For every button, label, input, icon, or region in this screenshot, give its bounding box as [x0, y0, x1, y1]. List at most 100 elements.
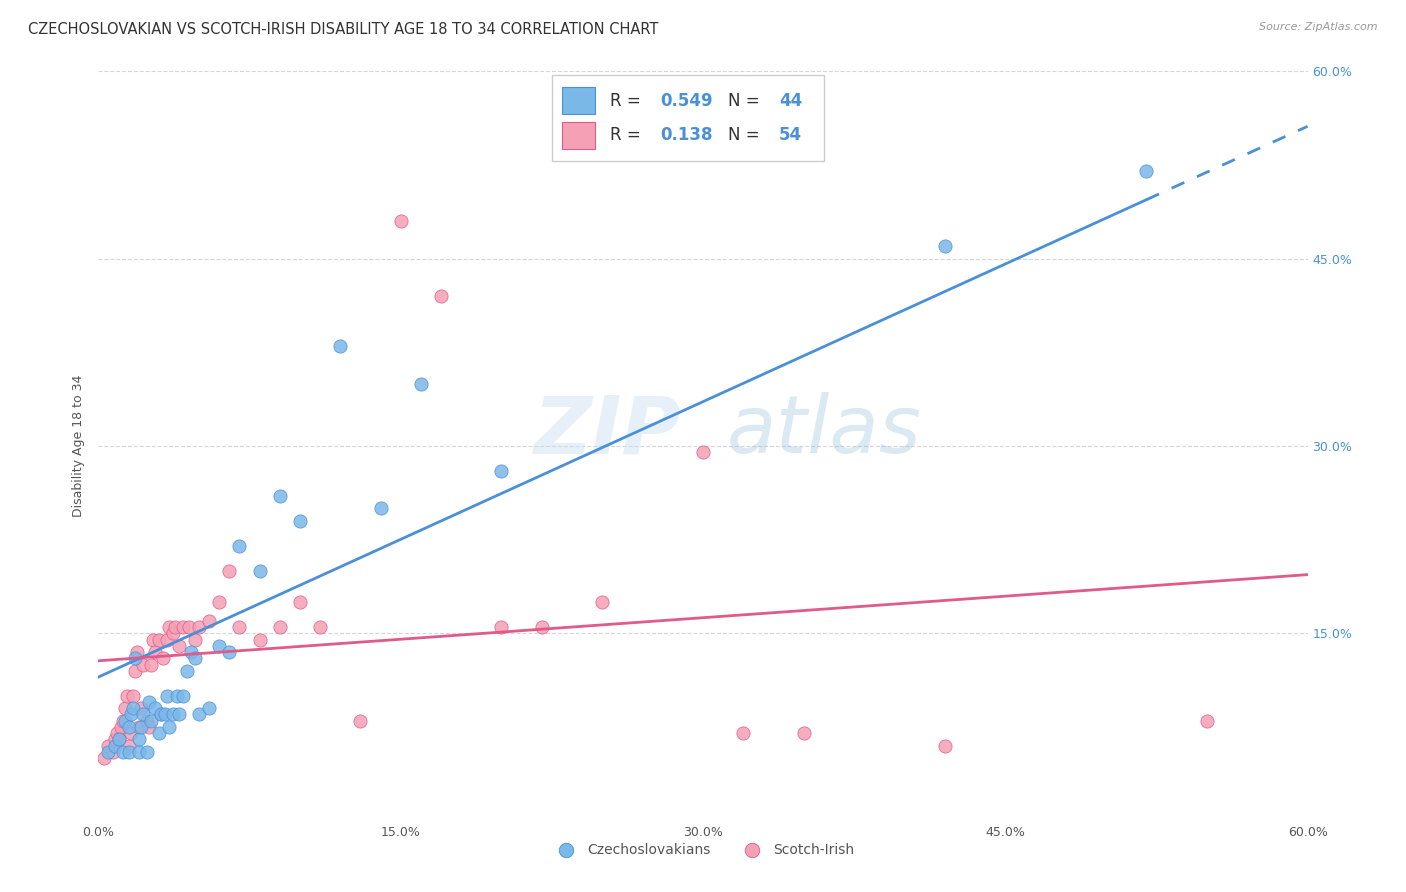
Point	[167, 639, 190, 653]
Point	[180, 645, 202, 659]
Point	[692, 445, 714, 459]
Point	[118, 720, 141, 734]
Point	[1135, 164, 1157, 178]
Point	[121, 701, 143, 715]
Point	[143, 701, 166, 715]
Point	[184, 632, 207, 647]
Point	[97, 739, 120, 753]
Text: CZECHOSLOVAKIAN VS SCOTCH-IRISH DISABILITY AGE 18 TO 34 CORRELATION CHART: CZECHOSLOVAKIAN VS SCOTCH-IRISH DISABILI…	[28, 22, 658, 37]
Text: N =: N =	[728, 92, 765, 110]
Point	[129, 720, 152, 734]
Bar	[561, 121, 595, 149]
Point	[135, 714, 157, 728]
Text: ZIP: ZIP	[533, 392, 681, 470]
Point	[148, 632, 170, 647]
Point	[138, 695, 160, 709]
Text: 44: 44	[779, 92, 803, 110]
Point	[132, 707, 155, 722]
Point	[111, 745, 134, 759]
Point	[188, 707, 211, 722]
Point	[228, 620, 250, 634]
Point	[124, 651, 146, 665]
Point	[208, 639, 231, 653]
Text: R =: R =	[610, 126, 651, 144]
Point	[125, 645, 148, 659]
Point	[128, 732, 150, 747]
Point	[188, 620, 211, 634]
Point	[114, 714, 136, 728]
Point	[143, 645, 166, 659]
Point	[138, 720, 160, 734]
Point	[148, 726, 170, 740]
Point	[288, 595, 311, 609]
Point	[103, 732, 125, 747]
Point	[208, 595, 231, 609]
Point	[389, 214, 412, 228]
Point	[176, 664, 198, 678]
Text: N =: N =	[728, 126, 765, 144]
Point	[93, 751, 115, 765]
Point	[249, 632, 271, 647]
Point	[142, 632, 165, 647]
Point	[110, 720, 132, 734]
Legend: Czechoslovakians, Scotch-Irish: Czechoslovakians, Scotch-Irish	[547, 838, 859, 863]
Point	[934, 239, 956, 253]
Text: Source: ZipAtlas.com: Source: ZipAtlas.com	[1260, 22, 1378, 32]
Point	[491, 620, 513, 634]
Point	[156, 689, 179, 703]
Point	[309, 620, 332, 634]
Point	[934, 739, 956, 753]
Point	[157, 720, 180, 734]
Point	[118, 739, 141, 753]
Point	[103, 739, 125, 753]
Point	[1195, 714, 1218, 728]
Point	[128, 720, 150, 734]
Y-axis label: Disability Age 18 to 34: Disability Age 18 to 34	[72, 375, 86, 517]
Point	[530, 620, 553, 634]
Point	[491, 464, 513, 478]
Point	[115, 689, 138, 703]
Point	[118, 745, 141, 759]
Point	[157, 620, 180, 634]
Point	[409, 376, 432, 391]
Point	[167, 707, 190, 722]
Point	[111, 714, 134, 728]
Text: 0.138: 0.138	[661, 126, 713, 144]
Text: R =: R =	[610, 92, 645, 110]
Point	[139, 657, 162, 672]
Point	[101, 745, 124, 759]
Point	[179, 620, 201, 634]
FancyBboxPatch shape	[551, 75, 824, 161]
Point	[105, 726, 128, 740]
Point	[162, 707, 184, 722]
Point	[128, 745, 150, 759]
Point	[370, 501, 392, 516]
Point	[249, 564, 271, 578]
Point	[149, 707, 172, 722]
Point	[153, 707, 176, 722]
Point	[269, 489, 291, 503]
Point	[198, 614, 221, 628]
Point	[135, 745, 157, 759]
Point	[139, 714, 162, 728]
Point	[172, 620, 194, 634]
Point	[132, 657, 155, 672]
Point	[172, 689, 194, 703]
Text: atlas: atlas	[727, 392, 921, 470]
Point	[162, 626, 184, 640]
Point	[114, 701, 136, 715]
Point	[218, 645, 240, 659]
Point	[149, 707, 172, 722]
Point	[430, 289, 453, 303]
Point	[184, 651, 207, 665]
Point	[156, 632, 179, 647]
Point	[218, 564, 240, 578]
Text: 0.549: 0.549	[661, 92, 713, 110]
Point	[733, 726, 755, 740]
Point	[121, 689, 143, 703]
Point	[107, 732, 129, 747]
Point	[228, 539, 250, 553]
Point	[107, 732, 129, 747]
Point	[129, 701, 152, 715]
Point	[198, 701, 221, 715]
